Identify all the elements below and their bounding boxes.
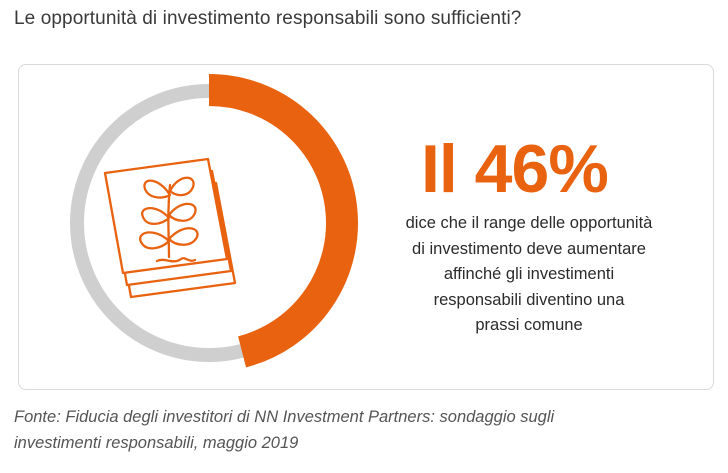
description-line: dice che il range delle opportunità (405, 214, 653, 232)
source-line: Fonte: Fiducia degli investitori di NN I… (14, 408, 555, 426)
source-note: Fonte: Fiducia degli investitori di NN I… (14, 404, 704, 456)
question-title: Le opportunità di investimento responsab… (14, 8, 522, 29)
donut-chart (70, 74, 358, 368)
headline-percentage: Il 46% (421, 131, 609, 207)
infographic-card: Il 46% dice che il range delle opportuni… (18, 64, 714, 390)
description-line: di investimento deve aumentare (412, 239, 646, 258)
plant-documents-icon (103, 157, 237, 299)
description: dice che il range delle opportunità di i… (379, 211, 679, 339)
description-line: prassi comune (475, 316, 583, 334)
donut-highlight-arc (208, 74, 358, 368)
source-line: investimenti responsabili, maggio 2019 (14, 434, 299, 452)
description-line: responsabili diventino una (433, 290, 625, 309)
description-line: affinché gli investimenti (443, 265, 615, 283)
